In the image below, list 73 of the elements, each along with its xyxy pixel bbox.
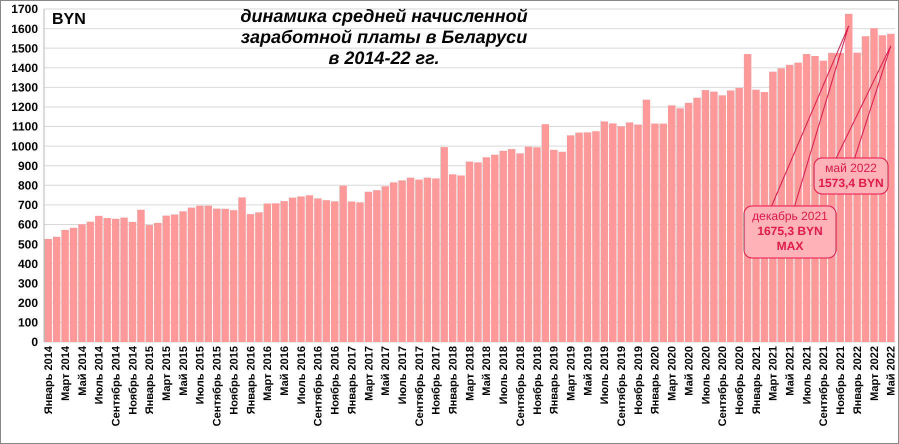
x-tick-label: Ноябрь 2019 <box>632 346 645 415</box>
y-tick-label: 1400 <box>11 60 38 75</box>
y-tick-label: 300 <box>18 276 38 290</box>
y-tick-label: 100 <box>18 316 38 330</box>
x-tick-label: Май 2018 <box>481 346 494 396</box>
y-tick-label: 1000 <box>11 139 38 154</box>
y-tick-label: 1500 <box>11 41 38 56</box>
x-tick-label: Ноябрь 2020 <box>734 346 746 415</box>
x-tick-label: Март 2021 <box>768 346 780 401</box>
x-tick-label: Май 2014 <box>76 345 89 396</box>
x-tick-label: Сентябрь 2017 <box>414 346 426 426</box>
x-tick-label: Май 2020 <box>683 346 696 396</box>
x-tick-label: Июль 2019 <box>599 346 612 404</box>
x-tick-label: Июль 2020 <box>700 346 712 404</box>
annotation: май 2022 1573,4 BYN <box>818 161 884 190</box>
text: динамика средней начисленной заработной платы в Беларуси в 2014-22 гг. <box>240 6 528 68</box>
y-tick-label: 800 <box>18 178 38 192</box>
x-tick-label: Март 2018 <box>464 346 476 401</box>
x-tick-label: Май 2022 <box>886 346 898 396</box>
x-tick-label: Ноябрь 2016 <box>330 346 342 415</box>
x-tick-label: Ноябрь 2015 <box>228 346 240 415</box>
x-tick-label: Март 2014 <box>60 345 72 401</box>
x-tick-label: Январь 2022 <box>852 346 864 414</box>
x-tick-label: Март 2022 <box>868 346 881 401</box>
x-tick-label: Январь 2018 <box>448 346 460 414</box>
x-tick-label: Май 2016 <box>278 346 291 396</box>
x-tick-label: Сентябрь 2016 <box>312 346 325 426</box>
x-tick-label: Март 2015 <box>161 346 174 401</box>
x-tick-label: Январь 2021 <box>750 346 763 414</box>
x-tick-label: Ноябрь 2021 <box>835 346 848 415</box>
y-axis-title: BYN <box>52 11 86 28</box>
x-tick-label: Январь 2017 <box>346 346 358 414</box>
x-tick-label: Июль 2021 <box>801 346 814 404</box>
x-tick-label: Май 2019 <box>582 346 594 396</box>
y-tick-label: 700 <box>18 198 38 212</box>
x-tick-label: Сентябрь 2014 <box>110 345 122 426</box>
annotation: декабрь 2021 1675,3 BYN MAX <box>752 209 828 253</box>
x-tick-label: Март 2020 <box>666 346 679 401</box>
x-tick-label: Май 2021 <box>784 346 797 396</box>
x-tick-label: Сентябрь 2019 <box>616 346 628 426</box>
x-tick-label: Март 2016 <box>262 346 274 401</box>
y-tick-label: 1200 <box>11 100 38 114</box>
x-tick-label: Сентябрь 2018 <box>514 346 527 426</box>
x-tick-label: Июль 2014 <box>94 345 106 404</box>
x-tick-label: Март 2017 <box>363 346 376 401</box>
x-tick-label: Март 2019 <box>565 346 578 401</box>
y-tick-label: 0 <box>31 335 38 350</box>
y-tick-label: 600 <box>18 218 38 232</box>
y-tick-label: 900 <box>18 158 38 173</box>
x-tick-label: Сентябрь 2021 <box>818 346 830 426</box>
x-tick-label: Сентябрь 2020 <box>717 346 730 426</box>
x-tick-label: Ноябрь 2017 <box>430 346 443 415</box>
x-tick-label: Июль 2018 <box>498 346 510 404</box>
x-tick-label: Ноябрь 2018 <box>532 346 544 415</box>
x-tick-label: Ноябрь 2014 <box>127 345 140 415</box>
y-tick-label: 500 <box>18 237 38 252</box>
x-tick-label: Май 2015 <box>178 346 190 396</box>
x-tick-label: Январь 2014 <box>43 345 56 414</box>
x-tick-label: Январь 2016 <box>245 346 258 414</box>
x-tick-label: Июль 2016 <box>296 346 308 404</box>
x-tick-label: Май 2017 <box>380 346 392 396</box>
y-tick-label: 1600 <box>11 22 38 36</box>
x-tick-label: Январь 2019 <box>548 346 561 414</box>
y-tick-label: 1300 <box>11 80 38 95</box>
y-tick-label: 400 <box>18 256 38 271</box>
x-tick-label: Июль 2017 <box>396 346 409 404</box>
x-tick-label: Январь 2015 <box>144 346 156 414</box>
y-tick-label: 1100 <box>12 120 38 134</box>
y-tick-label: 1700 <box>11 2 38 16</box>
x-tick-label: Сентябрь 2015 <box>212 346 224 426</box>
x-tick-label: Январь 2020 <box>650 346 662 414</box>
x-tick-label: Июль 2015 <box>194 346 207 404</box>
y-tick-label: 200 <box>18 296 38 310</box>
